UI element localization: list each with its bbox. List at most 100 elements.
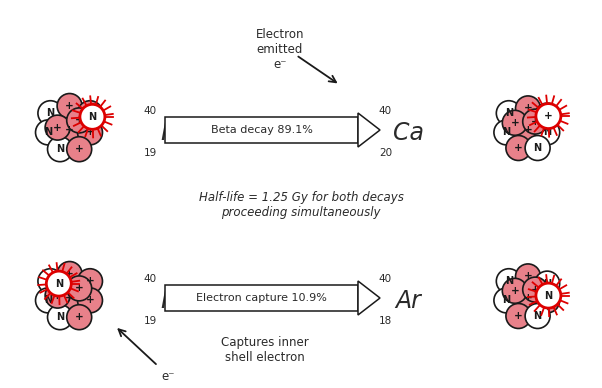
Text: N: N: [502, 127, 510, 137]
Text: +: +: [531, 285, 539, 294]
Text: +: +: [543, 295, 551, 305]
Circle shape: [78, 269, 102, 294]
Circle shape: [57, 118, 82, 142]
Text: N: N: [88, 112, 96, 122]
Text: +: +: [524, 271, 532, 281]
Text: +: +: [53, 123, 62, 133]
Circle shape: [38, 101, 63, 126]
Circle shape: [48, 305, 72, 330]
Text: Ar: Ar: [395, 289, 421, 313]
Text: +: +: [514, 311, 523, 321]
Text: N: N: [56, 312, 64, 322]
Text: Ca: Ca: [393, 121, 423, 145]
Circle shape: [67, 137, 92, 162]
Circle shape: [506, 303, 531, 329]
Text: +: +: [510, 118, 519, 128]
Text: 40: 40: [144, 274, 157, 284]
Text: e⁻: e⁻: [161, 370, 175, 383]
Text: 19: 19: [144, 148, 157, 158]
Text: N: N: [44, 295, 52, 305]
Text: 40: 40: [144, 106, 157, 116]
Text: +: +: [75, 144, 84, 154]
Circle shape: [523, 277, 548, 302]
Circle shape: [535, 120, 560, 145]
Text: N: N: [46, 108, 54, 118]
Text: N: N: [504, 108, 513, 118]
Text: +: +: [524, 103, 532, 113]
Text: +: +: [85, 276, 95, 286]
Circle shape: [494, 120, 519, 145]
Circle shape: [536, 104, 561, 128]
Circle shape: [45, 283, 70, 308]
Text: +: +: [85, 108, 95, 118]
Text: +: +: [53, 291, 62, 301]
Text: N: N: [533, 311, 542, 321]
Circle shape: [80, 104, 105, 129]
FancyBboxPatch shape: [165, 285, 358, 311]
Text: N: N: [55, 279, 63, 289]
Text: +: +: [75, 283, 84, 293]
Circle shape: [535, 288, 560, 313]
Circle shape: [57, 94, 82, 118]
Text: N: N: [544, 291, 553, 301]
Text: +: +: [85, 295, 95, 305]
Text: K: K: [160, 121, 176, 145]
Text: Electron capture 10.9%: Electron capture 10.9%: [196, 293, 327, 303]
Text: N: N: [543, 279, 551, 289]
Circle shape: [536, 283, 561, 308]
Text: Half-life = 1.25 Gy for both decays
proceeding simultaneously: Half-life = 1.25 Gy for both decays proc…: [199, 191, 403, 219]
Circle shape: [67, 305, 92, 330]
Polygon shape: [358, 281, 380, 315]
Text: 40: 40: [379, 106, 392, 116]
Text: 18: 18: [379, 316, 392, 326]
Text: +: +: [543, 111, 551, 121]
Circle shape: [67, 108, 92, 133]
Text: Electron
emitted
e⁻: Electron emitted e⁻: [256, 28, 304, 71]
Circle shape: [494, 288, 519, 313]
Text: 20: 20: [379, 148, 392, 158]
Text: N: N: [533, 143, 542, 153]
Circle shape: [535, 271, 560, 296]
Circle shape: [515, 286, 541, 310]
Circle shape: [525, 135, 550, 161]
Text: +: +: [75, 312, 84, 322]
Circle shape: [78, 288, 102, 313]
Text: N: N: [543, 127, 551, 137]
Text: +: +: [65, 125, 74, 135]
Text: +: +: [85, 127, 95, 137]
Text: N: N: [46, 276, 54, 286]
Circle shape: [38, 269, 63, 294]
Text: 40: 40: [379, 274, 392, 284]
Circle shape: [57, 286, 82, 310]
Polygon shape: [358, 113, 380, 147]
Circle shape: [78, 101, 102, 126]
Circle shape: [46, 271, 71, 296]
Text: N: N: [504, 276, 513, 286]
Circle shape: [502, 278, 527, 303]
Text: +: +: [75, 115, 84, 125]
Circle shape: [496, 269, 521, 294]
Text: N: N: [56, 144, 64, 154]
Circle shape: [502, 110, 527, 135]
Text: +: +: [65, 269, 74, 279]
Text: +: +: [531, 117, 539, 126]
Text: +: +: [510, 286, 519, 296]
Text: Captures inner
shell electron: Captures inner shell electron: [221, 336, 309, 364]
Circle shape: [496, 101, 521, 126]
Text: 19: 19: [144, 316, 157, 326]
Circle shape: [57, 262, 82, 286]
Text: Beta decay 89.1%: Beta decay 89.1%: [211, 125, 312, 135]
Text: N: N: [502, 295, 510, 305]
Circle shape: [523, 109, 548, 134]
Circle shape: [67, 276, 92, 301]
Circle shape: [45, 115, 70, 140]
FancyBboxPatch shape: [165, 117, 358, 143]
Text: N: N: [44, 127, 52, 137]
Circle shape: [48, 137, 72, 162]
Circle shape: [36, 120, 60, 145]
Circle shape: [525, 303, 550, 329]
Text: K: K: [160, 289, 176, 313]
Circle shape: [515, 118, 541, 142]
Text: +: +: [544, 111, 553, 121]
Circle shape: [36, 288, 60, 313]
